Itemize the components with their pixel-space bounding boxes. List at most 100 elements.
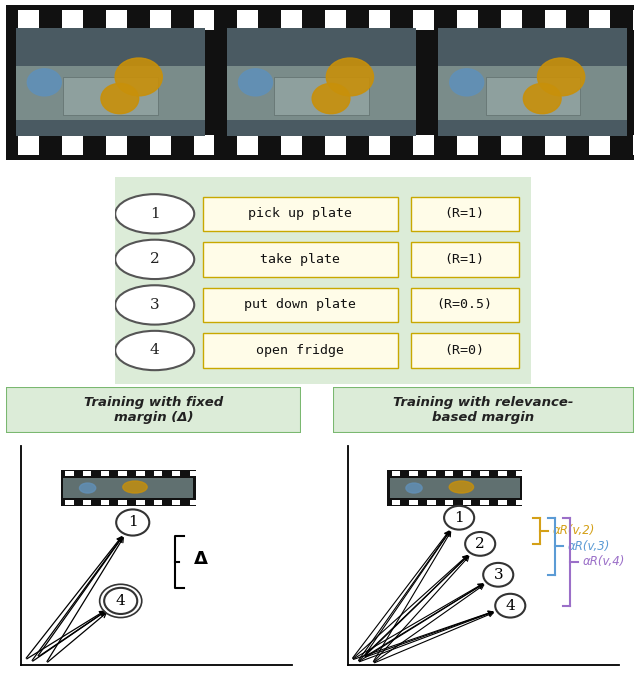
Ellipse shape (450, 69, 484, 96)
FancyBboxPatch shape (193, 10, 214, 30)
FancyBboxPatch shape (392, 471, 400, 476)
FancyBboxPatch shape (457, 10, 478, 30)
Circle shape (104, 588, 137, 614)
FancyBboxPatch shape (545, 135, 566, 155)
FancyBboxPatch shape (65, 500, 74, 504)
Text: 1: 1 (128, 515, 138, 530)
Text: put down plate: put down plate (244, 299, 356, 312)
Ellipse shape (123, 481, 147, 493)
FancyBboxPatch shape (413, 135, 434, 155)
FancyBboxPatch shape (227, 29, 416, 136)
Ellipse shape (538, 58, 585, 96)
FancyBboxPatch shape (83, 500, 92, 504)
FancyBboxPatch shape (445, 471, 453, 476)
Ellipse shape (312, 84, 350, 113)
FancyBboxPatch shape (154, 471, 163, 476)
FancyBboxPatch shape (107, 172, 540, 388)
Circle shape (495, 593, 525, 618)
FancyBboxPatch shape (172, 471, 180, 476)
FancyBboxPatch shape (545, 10, 566, 30)
FancyBboxPatch shape (413, 10, 434, 30)
FancyBboxPatch shape (411, 288, 519, 322)
Circle shape (115, 194, 195, 234)
FancyBboxPatch shape (237, 10, 259, 30)
Text: αR(v,4): αR(v,4) (582, 555, 625, 568)
FancyBboxPatch shape (63, 77, 157, 115)
FancyBboxPatch shape (193, 135, 214, 155)
FancyBboxPatch shape (516, 471, 524, 476)
FancyBboxPatch shape (100, 471, 109, 476)
Text: (R=0.5): (R=0.5) (436, 299, 493, 312)
FancyBboxPatch shape (486, 77, 580, 115)
FancyBboxPatch shape (62, 10, 83, 30)
FancyBboxPatch shape (516, 500, 524, 504)
FancyBboxPatch shape (154, 500, 163, 504)
Text: αR(v,2): αR(v,2) (552, 524, 595, 537)
Text: open fridge: open fridge (257, 344, 344, 357)
Ellipse shape (406, 483, 422, 493)
FancyBboxPatch shape (202, 288, 398, 322)
FancyBboxPatch shape (501, 10, 522, 30)
FancyBboxPatch shape (136, 500, 145, 504)
FancyBboxPatch shape (498, 500, 507, 504)
Text: (R=0): (R=0) (445, 344, 484, 357)
FancyBboxPatch shape (150, 135, 170, 155)
FancyBboxPatch shape (463, 471, 471, 476)
FancyBboxPatch shape (411, 197, 519, 231)
FancyBboxPatch shape (202, 333, 398, 368)
FancyBboxPatch shape (16, 66, 205, 120)
Text: 3: 3 (150, 298, 159, 312)
FancyBboxPatch shape (632, 10, 640, 30)
FancyBboxPatch shape (411, 242, 519, 276)
Circle shape (444, 506, 474, 530)
Text: pick up plate: pick up plate (248, 207, 353, 220)
Text: 1: 1 (454, 511, 464, 525)
Ellipse shape (326, 58, 374, 96)
FancyBboxPatch shape (172, 500, 180, 504)
FancyBboxPatch shape (6, 387, 301, 433)
Text: (R=1): (R=1) (445, 253, 484, 266)
FancyBboxPatch shape (369, 10, 390, 30)
FancyBboxPatch shape (427, 471, 436, 476)
Ellipse shape (524, 84, 561, 113)
Circle shape (115, 331, 195, 370)
Circle shape (483, 563, 513, 587)
FancyBboxPatch shape (387, 470, 522, 506)
Ellipse shape (79, 483, 96, 493)
FancyBboxPatch shape (632, 135, 640, 155)
FancyBboxPatch shape (438, 29, 627, 136)
FancyBboxPatch shape (189, 500, 198, 504)
FancyBboxPatch shape (481, 500, 489, 504)
Text: 3: 3 (493, 568, 503, 582)
Text: 2: 2 (150, 253, 159, 266)
Text: αR(v,3): αR(v,3) (568, 540, 610, 553)
FancyBboxPatch shape (189, 471, 198, 476)
FancyBboxPatch shape (501, 135, 522, 155)
FancyBboxPatch shape (410, 471, 418, 476)
Text: Training with relevance-
based margin: Training with relevance- based margin (393, 396, 573, 424)
FancyBboxPatch shape (392, 500, 400, 504)
FancyBboxPatch shape (227, 66, 416, 120)
FancyBboxPatch shape (445, 500, 453, 504)
Circle shape (465, 532, 495, 555)
FancyBboxPatch shape (118, 500, 127, 504)
FancyBboxPatch shape (282, 10, 302, 30)
FancyBboxPatch shape (438, 66, 627, 120)
Text: take plate: take plate (260, 253, 340, 266)
Text: 4: 4 (150, 344, 159, 358)
Text: 4: 4 (116, 594, 125, 608)
FancyBboxPatch shape (136, 471, 145, 476)
FancyBboxPatch shape (410, 500, 418, 504)
FancyBboxPatch shape (325, 10, 346, 30)
Text: 4: 4 (506, 599, 515, 612)
FancyBboxPatch shape (16, 29, 205, 136)
FancyBboxPatch shape (457, 135, 478, 155)
FancyBboxPatch shape (106, 135, 127, 155)
FancyBboxPatch shape (589, 10, 609, 30)
Circle shape (115, 240, 195, 279)
FancyBboxPatch shape (6, 5, 634, 160)
FancyBboxPatch shape (498, 471, 507, 476)
FancyBboxPatch shape (118, 471, 127, 476)
FancyBboxPatch shape (106, 10, 127, 30)
FancyBboxPatch shape (390, 478, 520, 498)
